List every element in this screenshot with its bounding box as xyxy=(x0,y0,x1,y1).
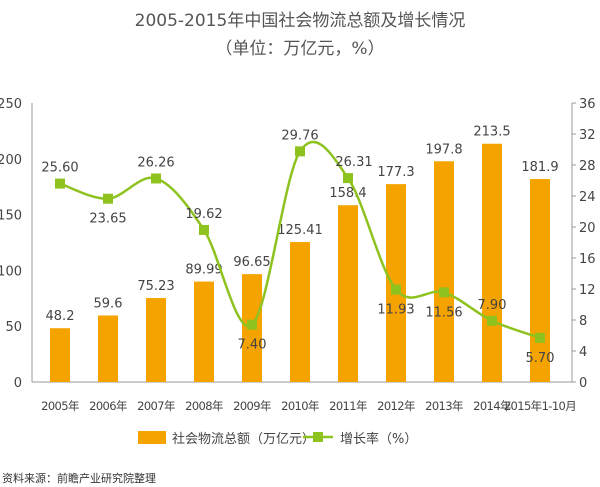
growth-marker xyxy=(103,193,113,204)
source-note: 资料来源：前瞻产业研究院整理 xyxy=(2,472,156,485)
right-tick-label: 8 xyxy=(579,314,587,329)
chart-subtitle: （单位：万亿元，%） xyxy=(215,39,385,59)
right-tick-label: 20 xyxy=(579,221,596,236)
x-tick-label: 2006年 xyxy=(89,399,127,413)
bar xyxy=(290,242,310,382)
legend-line-marker xyxy=(313,432,323,442)
x-tick-label: 2007年 xyxy=(137,399,175,413)
x-tick-label: 2005年 xyxy=(41,399,79,413)
bar xyxy=(338,205,358,382)
bar-value-label: 181.9 xyxy=(521,160,558,175)
bar-value-label: 213.5 xyxy=(473,125,510,140)
bar-value-label: 177.3 xyxy=(377,165,414,180)
growth-value-label: 25.60 xyxy=(41,161,78,176)
growth-value-label: 11.56 xyxy=(425,305,462,320)
right-tick-label: 16 xyxy=(579,252,596,267)
growth-marker xyxy=(295,146,305,157)
x-tick-label: 2009年 xyxy=(233,399,271,413)
bar xyxy=(482,143,502,382)
bar-value-label: 158.4 xyxy=(329,186,366,201)
x-tick-label: 2015年1-10月 xyxy=(504,399,576,413)
right-tick-label: 4 xyxy=(579,345,587,360)
bar-value-label: 197.8 xyxy=(425,142,462,157)
x-tick-label: 2013年 xyxy=(425,399,463,413)
growth-marker xyxy=(343,173,353,184)
x-tick-label: 2010年 xyxy=(281,399,319,413)
right-tick-label: 24 xyxy=(579,190,596,205)
right-tick-label: 32 xyxy=(579,128,596,143)
growth-value-label: 7.40 xyxy=(238,338,267,353)
bar xyxy=(146,298,166,382)
growth-marker xyxy=(151,173,161,184)
right-tick-label: 28 xyxy=(579,159,596,174)
chart-title: 2005-2015年中国社会物流总额及增长情况 xyxy=(134,11,466,31)
growth-value-label: 5.70 xyxy=(526,351,555,366)
x-tick-label: 2011年 xyxy=(329,399,367,413)
bar-value-label: 75.23 xyxy=(137,279,174,294)
bar-value-label: 59.6 xyxy=(94,296,123,311)
growth-value-label: 19.62 xyxy=(185,207,222,222)
growth-marker xyxy=(391,284,401,295)
bar xyxy=(194,281,214,382)
legend-bar-label: 社会物流总额（万亿元） xyxy=(172,431,315,447)
growth-value-label: 11.93 xyxy=(377,303,414,318)
growth-marker xyxy=(55,178,65,189)
left-tick-label: 50 xyxy=(5,320,22,335)
right-tick-label: 12 xyxy=(579,283,596,298)
bar xyxy=(434,161,454,382)
bar xyxy=(98,315,118,382)
bar-value-label: 48.2 xyxy=(46,309,75,324)
left-tick-label: 0 xyxy=(14,376,22,391)
growth-marker xyxy=(199,224,209,235)
bar xyxy=(530,178,550,382)
legend-bar-swatch xyxy=(138,431,166,444)
growth-value-label: 26.26 xyxy=(137,155,174,170)
x-tick-label: 2014年 xyxy=(473,399,511,413)
growth-marker xyxy=(487,315,497,326)
left-tick-label: 100 xyxy=(0,264,22,279)
bar xyxy=(386,184,406,382)
x-tick-label: 2008年 xyxy=(185,399,223,413)
growth-marker xyxy=(247,319,257,330)
bar-value-label: 125.41 xyxy=(277,223,323,238)
growth-marker xyxy=(535,332,545,343)
bar xyxy=(50,328,70,382)
growth-value-label: 29.76 xyxy=(281,128,318,143)
growth-value-label: 7.90 xyxy=(478,298,507,313)
growth-marker xyxy=(439,287,449,298)
growth-value-label: 23.65 xyxy=(89,212,126,227)
bar-value-label: 89.99 xyxy=(185,263,222,278)
right-tick-label: 0 xyxy=(579,376,587,391)
legend-line-label: 增长率（%） xyxy=(340,431,417,447)
left-tick-label: 200 xyxy=(0,153,22,168)
right-tick-label: 36 xyxy=(579,97,596,112)
x-tick-label: 2012年 xyxy=(377,399,415,413)
left-tick-label: 250 xyxy=(0,97,22,112)
bar-value-label: 96.65 xyxy=(233,255,270,270)
growth-value-label: 26.31 xyxy=(335,155,372,170)
left-tick-label: 150 xyxy=(0,209,22,224)
